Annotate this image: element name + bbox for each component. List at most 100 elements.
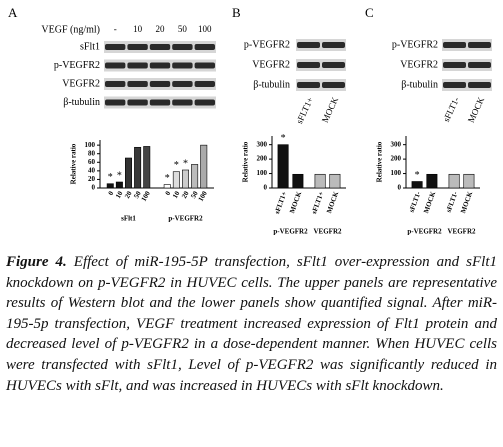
blot-band bbox=[297, 82, 320, 88]
significance-mark: * bbox=[108, 172, 113, 183]
blot-band bbox=[105, 81, 126, 87]
bar bbox=[163, 184, 171, 189]
x-tick-label: sFLT1- bbox=[445, 190, 460, 214]
blot-column-label: sFLT1- bbox=[441, 95, 461, 123]
bar bbox=[329, 173, 341, 189]
blot-band bbox=[105, 99, 126, 106]
blot-band bbox=[127, 44, 148, 50]
x-tick-label: MOCK bbox=[459, 190, 474, 214]
blot-band bbox=[443, 82, 466, 88]
y-tick-label: 0 bbox=[264, 184, 268, 192]
blot-band bbox=[194, 99, 215, 106]
blot-row-label: p-VEGFR2 bbox=[54, 60, 100, 71]
blot-band bbox=[297, 62, 320, 68]
y-tick-label: 100 bbox=[85, 141, 96, 149]
blot-header: VEGF (ng/ml) bbox=[41, 24, 100, 35]
blot-row-label: sFlt1 bbox=[80, 41, 100, 52]
blot-column-label: sFLT1+ bbox=[294, 95, 315, 125]
y-tick-label: 300 bbox=[391, 140, 402, 148]
y-axis-label: Relative ratio bbox=[376, 141, 384, 182]
blot-band bbox=[149, 62, 171, 69]
significance-mark: * bbox=[117, 170, 122, 181]
x-tick-label: 20 bbox=[123, 189, 134, 199]
y-tick-label: 40 bbox=[88, 166, 96, 174]
blot-band bbox=[194, 81, 215, 87]
blot-column-label: 50 bbox=[178, 24, 188, 34]
significance-mark: * bbox=[174, 160, 179, 171]
blot-band bbox=[322, 62, 345, 68]
y-tick-label: 200 bbox=[257, 155, 268, 163]
y-tick-label: 200 bbox=[391, 155, 402, 163]
blot-band bbox=[322, 82, 345, 88]
blot-column-label: MOCK bbox=[320, 95, 341, 124]
panel-letter: B bbox=[232, 5, 241, 20]
blot-row-label: VEGFR2 bbox=[62, 78, 100, 89]
x-tick-label: 100 bbox=[197, 189, 209, 203]
blot-column-label: 100 bbox=[198, 24, 212, 34]
blot-column-label: MOCK bbox=[466, 95, 487, 124]
bar bbox=[125, 157, 132, 189]
blot-column-label: 10 bbox=[133, 24, 143, 34]
x-tick-label: MOCK bbox=[288, 190, 303, 214]
panel-letter: C bbox=[365, 5, 374, 20]
blot-band bbox=[105, 62, 126, 69]
blot-band bbox=[149, 81, 171, 87]
blot-row-label: β-tubulin bbox=[63, 97, 100, 108]
bar bbox=[277, 144, 289, 189]
group-label: p-VEGFR2 bbox=[273, 228, 308, 236]
panel-letter: A bbox=[8, 5, 18, 20]
blot-column-label: - bbox=[114, 24, 117, 34]
blot-band bbox=[127, 99, 148, 106]
significance-mark: * bbox=[165, 173, 170, 184]
x-tick-label: sFLT1- bbox=[408, 190, 423, 214]
blot-row-label: β-tubulin bbox=[253, 79, 290, 90]
x-tick-label: MOCK bbox=[422, 190, 437, 214]
y-tick-label: 100 bbox=[391, 169, 402, 177]
bar bbox=[448, 173, 460, 189]
group-label: p-VEGFR2 bbox=[407, 228, 442, 236]
significance-mark: * bbox=[415, 170, 420, 181]
y-axis-label: Relative ratio bbox=[242, 141, 250, 182]
bar bbox=[134, 146, 142, 189]
significance-mark: * bbox=[183, 158, 188, 169]
x-tick-label: MOCK bbox=[325, 190, 340, 214]
group-label: p-VEGFR2 bbox=[168, 215, 203, 223]
bar bbox=[426, 173, 438, 189]
blot-band bbox=[468, 82, 491, 88]
blot-row-label: VEGFR2 bbox=[400, 59, 438, 70]
bar bbox=[172, 171, 180, 189]
blot-band bbox=[127, 62, 148, 69]
y-tick-label: 20 bbox=[88, 175, 96, 183]
blot-band bbox=[194, 44, 215, 50]
x-tick-label: sFLT1+ bbox=[310, 190, 325, 215]
bar bbox=[463, 173, 475, 189]
x-tick-label: 10 bbox=[114, 189, 125, 199]
blot-row-label: VEGFR2 bbox=[252, 59, 290, 70]
bar bbox=[182, 169, 189, 189]
bar bbox=[191, 164, 199, 189]
x-tick-label: 10 bbox=[171, 189, 182, 199]
bar bbox=[143, 146, 151, 189]
blot-band bbox=[149, 99, 171, 106]
blot-band bbox=[149, 44, 171, 50]
significance-mark: * bbox=[281, 133, 286, 144]
y-tick-label: 80 bbox=[88, 149, 96, 157]
x-tick-label: 0 bbox=[107, 189, 116, 196]
x-tick-label: 0 bbox=[164, 189, 173, 196]
blot-band bbox=[127, 81, 148, 87]
blot-column-label: 20 bbox=[156, 24, 166, 34]
x-tick-label: 50 bbox=[189, 189, 200, 199]
blot-band bbox=[443, 62, 466, 68]
y-tick-label: 60 bbox=[88, 158, 96, 166]
y-tick-label: 0 bbox=[92, 184, 96, 192]
blot-band bbox=[297, 42, 320, 48]
blot-band bbox=[322, 42, 345, 48]
x-tick-label: 20 bbox=[180, 189, 191, 199]
blot-band bbox=[172, 81, 193, 87]
bar bbox=[200, 144, 208, 189]
blot-row-label: p-VEGFR2 bbox=[244, 39, 290, 50]
bar bbox=[292, 173, 304, 189]
blot-band bbox=[194, 62, 215, 69]
blot-row-label: p-VEGFR2 bbox=[392, 39, 438, 50]
